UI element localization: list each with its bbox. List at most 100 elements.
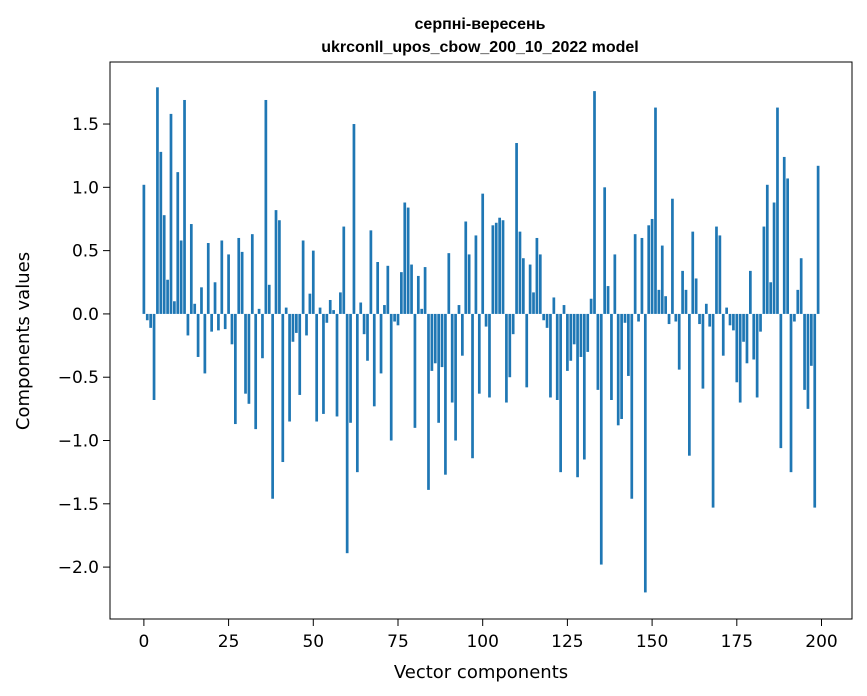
bar <box>461 313 464 356</box>
bar <box>278 220 281 314</box>
bar <box>721 313 725 356</box>
bar <box>156 87 159 314</box>
bar <box>640 237 644 314</box>
bar <box>505 313 508 403</box>
bar <box>288 313 291 422</box>
bar <box>606 286 610 314</box>
bar <box>237 237 241 314</box>
bar <box>318 307 322 314</box>
bar <box>701 313 705 389</box>
y-tick-label: 1.0 <box>72 178 99 198</box>
bar <box>220 240 224 314</box>
bar <box>688 313 691 456</box>
x-tick-label: 100 <box>466 632 498 652</box>
bar <box>376 262 380 314</box>
plot-frame <box>109 61 853 620</box>
bar <box>491 225 495 314</box>
bar <box>467 254 471 314</box>
bar <box>660 245 664 314</box>
bar <box>437 313 440 423</box>
bar <box>728 313 732 326</box>
bar <box>355 313 359 473</box>
bar <box>627 313 630 376</box>
bar <box>332 310 335 314</box>
bar <box>654 107 657 314</box>
bar <box>715 226 718 314</box>
bar <box>223 313 227 330</box>
bar <box>779 313 783 449</box>
bar <box>698 313 701 325</box>
bar <box>647 225 651 314</box>
bar <box>681 270 684 314</box>
bar <box>755 313 759 398</box>
y-tick-label: −0.5 <box>58 368 99 388</box>
y-tick-label: 0.0 <box>72 305 99 325</box>
bar <box>559 313 562 473</box>
bar <box>240 251 244 314</box>
bar <box>152 313 156 400</box>
bar <box>274 210 278 314</box>
bar <box>271 313 274 499</box>
bar <box>352 124 356 314</box>
bar <box>674 313 678 322</box>
bar <box>149 313 153 328</box>
bar <box>250 234 254 314</box>
bar <box>735 313 739 383</box>
bar <box>315 313 319 422</box>
bar <box>444 313 447 475</box>
bar <box>579 313 583 357</box>
bar <box>427 313 430 490</box>
y-tick-label: 1.5 <box>72 115 99 135</box>
bar <box>440 313 444 368</box>
bar <box>430 313 434 371</box>
bar <box>518 231 522 314</box>
bar <box>464 221 468 314</box>
bar <box>566 313 569 371</box>
bar <box>247 313 251 404</box>
chart-title-line1: серпні-вересень <box>415 16 546 33</box>
bar <box>759 313 762 332</box>
bar <box>535 237 539 314</box>
bar <box>169 113 173 314</box>
bar <box>572 313 576 345</box>
bar <box>613 254 617 314</box>
bar <box>366 313 369 361</box>
bar <box>704 303 708 314</box>
bar <box>749 270 752 314</box>
bar <box>691 231 695 314</box>
bar <box>166 279 169 314</box>
bar <box>481 193 485 314</box>
bar <box>718 235 722 314</box>
bar <box>803 313 806 390</box>
bar <box>477 313 481 394</box>
bar <box>410 264 413 314</box>
bar <box>403 202 407 314</box>
bar <box>183 99 186 314</box>
x-axis-label: Vector components <box>394 662 568 683</box>
bar <box>501 220 505 314</box>
bar <box>786 178 789 314</box>
bar <box>196 313 200 357</box>
bar <box>454 313 457 441</box>
bar <box>789 313 793 473</box>
bar <box>643 313 647 593</box>
bar <box>450 313 454 403</box>
bar <box>576 313 579 478</box>
bar <box>457 305 461 314</box>
x-tick-label: 75 <box>387 632 409 652</box>
bar <box>677 313 681 370</box>
bar <box>359 302 363 314</box>
bar <box>176 172 180 314</box>
bar <box>420 308 424 314</box>
bar <box>393 313 396 322</box>
bar <box>406 207 410 314</box>
bar <box>298 313 302 395</box>
y-tick-label: −1.0 <box>58 432 99 452</box>
bar <box>616 313 620 426</box>
x-tick-label: 25 <box>218 632 240 652</box>
bar <box>711 313 715 508</box>
bar <box>413 313 417 428</box>
bar <box>667 313 671 325</box>
y-axis-ticks: −2.0 −1.5 −1.0 −0.5 0.0 0.5 1.0 1.5 <box>58 115 110 578</box>
